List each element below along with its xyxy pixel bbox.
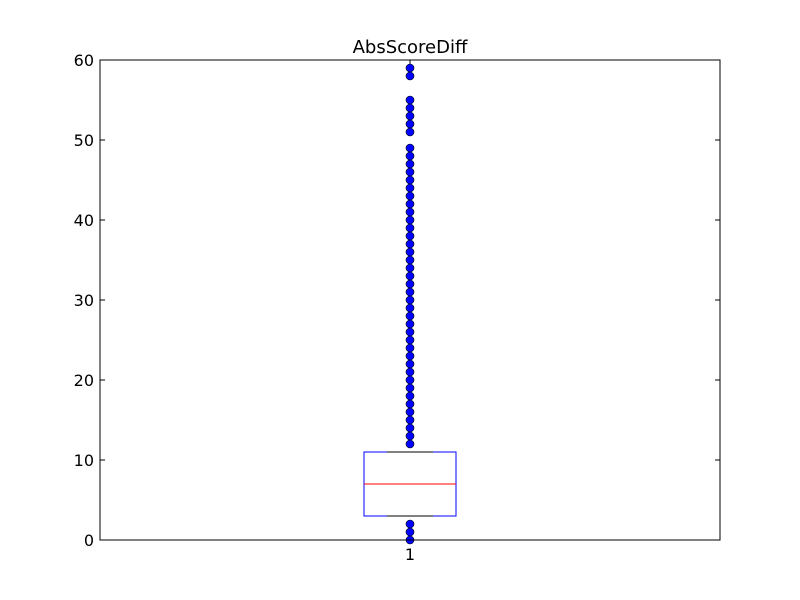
- outlier-point: [405, 399, 415, 409]
- y-tick-label: 30: [74, 291, 94, 310]
- outlier-point: [405, 71, 415, 81]
- outlier-point: [405, 143, 415, 153]
- outlier-point: [405, 519, 415, 529]
- outlier-point: [405, 263, 415, 273]
- outlier-point: [405, 287, 415, 297]
- outlier-point: [405, 95, 415, 105]
- outlier-point: [405, 119, 415, 129]
- outlier-point: [405, 319, 415, 329]
- outlier-point: [405, 255, 415, 265]
- outlier-point: [405, 303, 415, 313]
- outlier-point: [405, 375, 415, 385]
- outlier-point: [405, 279, 415, 289]
- outlier-point: [405, 431, 415, 441]
- outlier-point: [405, 191, 415, 201]
- outlier-point: [405, 271, 415, 281]
- outlier-point: [405, 151, 415, 161]
- outlier-point: [405, 215, 415, 225]
- outlier-point: [405, 415, 415, 425]
- outlier-series: [405, 63, 415, 545]
- y-tick-label: 20: [74, 371, 94, 390]
- outlier-point: [405, 167, 415, 177]
- outlier-point: [405, 111, 415, 121]
- outlier-point: [405, 367, 415, 377]
- y-tick-label: 40: [74, 211, 94, 230]
- outlier-point: [405, 295, 415, 305]
- outlier-point: [405, 239, 415, 249]
- box-series: [363, 451, 457, 517]
- outlier-point: [405, 527, 415, 537]
- x-tick-label: 1: [405, 545, 415, 564]
- y-tick-label: 0: [84, 531, 94, 550]
- outlier-point: [405, 383, 415, 393]
- y-tick-label: 60: [74, 51, 94, 70]
- outlier-point: [405, 327, 415, 337]
- outlier-point: [405, 343, 415, 353]
- y-tick-label: 10: [74, 451, 94, 470]
- outlier-point: [405, 247, 415, 257]
- outlier-point: [405, 207, 415, 217]
- outlier-point: [405, 199, 415, 209]
- outlier-point: [405, 103, 415, 113]
- outlier-point: [405, 335, 415, 345]
- y-tick-label: 50: [74, 131, 94, 150]
- outlier-point: [405, 423, 415, 433]
- outlier-point: [405, 311, 415, 321]
- outlier-point: [405, 127, 415, 137]
- chart-title: AbsScoreDiff: [353, 37, 468, 58]
- outlier-point: [405, 359, 415, 369]
- outlier-point: [405, 175, 415, 185]
- plot-frame: [99, 59, 721, 541]
- outlier-point: [405, 439, 415, 449]
- outlier-point: [405, 351, 415, 361]
- outlier-point: [405, 231, 415, 241]
- outlier-point: [405, 391, 415, 401]
- outlier-point: [405, 63, 415, 73]
- y-axis: 0 10 20 30 40 50 60: [74, 51, 720, 550]
- outlier-point: [405, 183, 415, 193]
- outlier-point: [405, 223, 415, 233]
- outlier-point: [405, 407, 415, 417]
- outlier-point: [405, 159, 415, 169]
